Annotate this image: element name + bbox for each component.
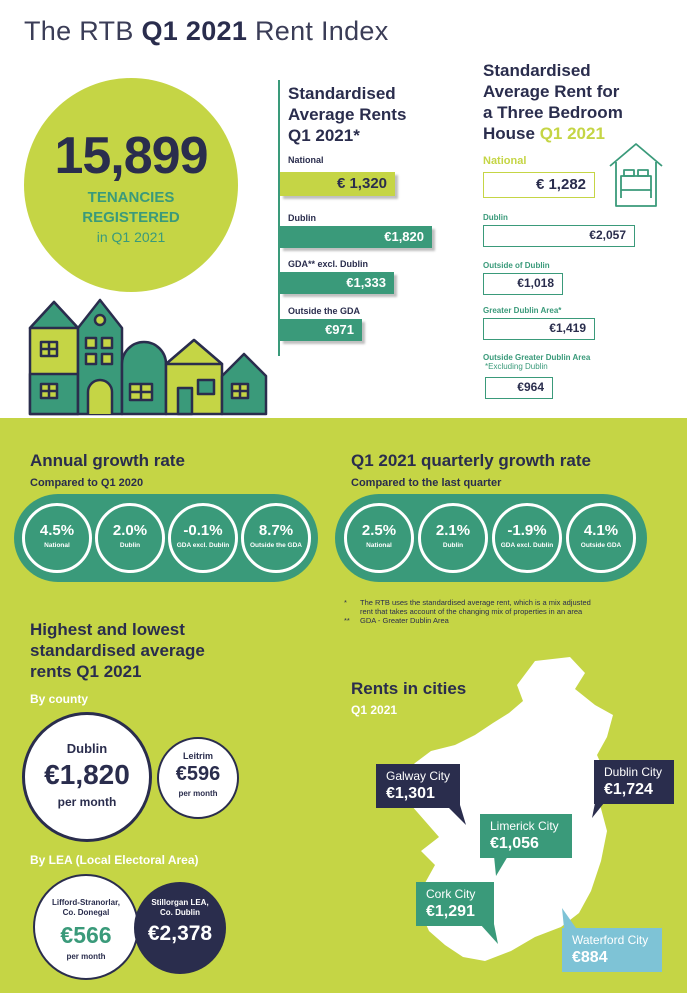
city-waterford: Waterford City €884 bbox=[562, 928, 662, 972]
annual-growth-dublin: 2.0% Dublin bbox=[95, 503, 165, 573]
county-high-circle: Dublin €1,820 per month bbox=[22, 712, 152, 842]
three-bed-national-label: National bbox=[483, 155, 527, 167]
quarterly-growth-subheading: Compared to the last quarter bbox=[351, 477, 502, 489]
galway-pointer bbox=[446, 805, 466, 825]
quarterly-growth-outside-gda: 4.1% Outside GDA bbox=[566, 503, 636, 573]
three-bed-national-box: € 1,282 bbox=[483, 172, 595, 198]
city-limerick: Limerick City €1,056 bbox=[480, 814, 572, 858]
rents-national-bar: € 1,320 bbox=[280, 172, 395, 196]
annual-growth-outside-gda: 8.7% Outside the GDA bbox=[241, 503, 311, 573]
rents-divider bbox=[278, 80, 280, 356]
quarterly-growth-dublin: 2.1% Dublin bbox=[418, 503, 488, 573]
cities-period: Q1 2021 bbox=[351, 703, 398, 717]
rents-outside-gda-bar: €971 bbox=[280, 319, 362, 341]
house-bed-icon bbox=[609, 143, 663, 207]
tenancies-label: TENANCIES REGISTERED bbox=[82, 189, 180, 226]
city-dublin: Dublin City €1,724 bbox=[594, 760, 674, 804]
three-bed-gda-label: Greater Dublin Area* bbox=[483, 306, 562, 315]
cities-heading: Rents in cities bbox=[351, 679, 467, 698]
rents-gda-label: GDA** excl. Dublin bbox=[288, 259, 369, 269]
rents-national-label: National bbox=[288, 155, 324, 165]
three-bed-dublin-label: Dublin bbox=[483, 213, 508, 222]
rents-gda-bar: €1,333 bbox=[280, 272, 394, 294]
three-bed-gda-box: €1,419 bbox=[483, 318, 595, 340]
by-lea-label: By LEA (Local Electoral Area) bbox=[30, 853, 199, 867]
by-county-label: By county bbox=[30, 692, 89, 706]
tenancies-count: 15,899 bbox=[54, 127, 208, 185]
quarterly-growth-national: 2.5% National bbox=[344, 503, 414, 573]
annual-growth-subheading: Compared to Q1 2020 bbox=[30, 477, 144, 489]
lea-low-circle: Lifford-Stranorlar, Co. Donegal €566 per … bbox=[33, 874, 139, 980]
three-bed-heading: Standardised Average Rent for a Three Be… bbox=[483, 61, 623, 143]
houses-illustration-icon bbox=[28, 298, 268, 416]
three-bed-outside-dublin-box: €1,018 bbox=[483, 273, 563, 295]
dublin-pointer bbox=[592, 798, 608, 818]
cork-pointer bbox=[480, 924, 498, 944]
annual-growth-national: 4.5% National bbox=[22, 503, 92, 573]
standardised-rents-heading: Standardised Average Rents Q1 2021* bbox=[288, 84, 407, 145]
lea-high-circle: Stillorgan LEA, Co. Dublin €2,378 bbox=[134, 882, 226, 974]
rents-dublin-label: Dublin bbox=[288, 213, 316, 223]
three-bed-outside-dublin-label: Outside of Dublin bbox=[483, 261, 550, 270]
tenancies-period: in Q1 2021 bbox=[96, 229, 166, 245]
county-low-circle: Leitrim €596 per month bbox=[157, 737, 239, 819]
city-cork: Cork City €1,291 bbox=[416, 882, 494, 926]
waterford-pointer bbox=[562, 908, 576, 928]
high-low-heading: Highest and lowest standardised average … bbox=[30, 620, 205, 681]
three-bed-outside-gda-sublabel: *Excluding Dublin bbox=[485, 362, 548, 371]
three-bed-dublin-box: €2,057 bbox=[483, 225, 635, 247]
tenancies-circle: 15,899 TENANCIES REGISTERED in Q1 2021 bbox=[24, 78, 238, 292]
city-galway: Galway City €1,301 bbox=[376, 764, 460, 808]
annual-growth-heading: Annual growth rate bbox=[30, 451, 185, 470]
quarterly-growth-heading: Q1 2021 quarterly growth rate bbox=[351, 451, 591, 470]
footnotes: * The RTB uses the standardised average r… bbox=[344, 598, 591, 625]
three-bed-outside-gda-box: €964 bbox=[485, 377, 553, 399]
rents-dublin-bar: €1,820 bbox=[280, 226, 432, 248]
three-bed-outside-gda-label: Outside Greater Dublin Area bbox=[483, 353, 591, 362]
limerick-pointer bbox=[494, 856, 508, 876]
rents-outside-gda-label: Outside the GDA bbox=[288, 306, 361, 316]
annual-growth-gda: -0.1% GDA excl. Dublin bbox=[168, 503, 238, 573]
quarterly-growth-gda: -1.9% GDA excl. Dublin bbox=[492, 503, 562, 573]
page-title: The RTB Q1 2021 Rent Index bbox=[24, 16, 389, 46]
